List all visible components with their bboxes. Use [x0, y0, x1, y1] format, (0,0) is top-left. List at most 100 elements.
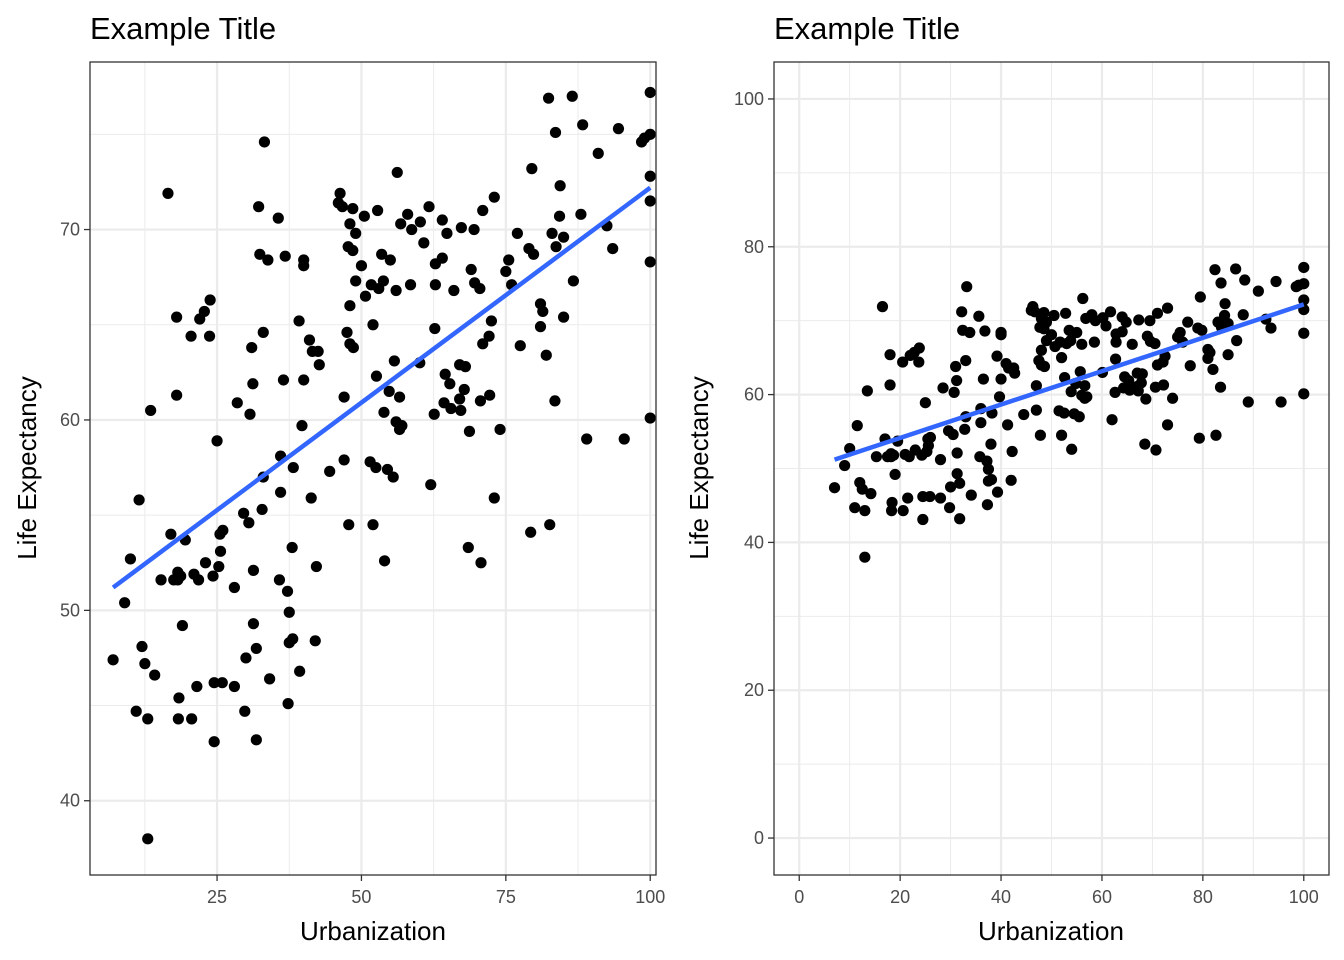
left-data-point: [423, 201, 435, 213]
right-data-point: [1184, 360, 1196, 372]
right-x-tick-label: 20: [890, 887, 910, 907]
left-data-point: [211, 435, 223, 447]
left-data-point: [279, 250, 291, 262]
right-data-point: [1298, 294, 1310, 306]
right-data-point: [979, 325, 991, 337]
right-data-point: [1204, 346, 1216, 359]
left-data-point: [549, 395, 561, 407]
left-data-point: [527, 248, 540, 260]
left-data-point: [455, 222, 467, 234]
left-data-point: [254, 248, 266, 260]
right-data-point: [944, 481, 957, 493]
left-y-tick-label: 50: [60, 600, 80, 620]
left-data-point: [350, 275, 362, 287]
left-data-point: [448, 284, 460, 297]
left-data-point: [217, 524, 229, 536]
right-data-point: [995, 326, 1007, 339]
left-data-point: [119, 597, 131, 609]
right-data-point: [1210, 429, 1222, 441]
left-data-point: [390, 284, 402, 297]
left-chart-title: Example Title: [90, 11, 276, 46]
right-data-point: [1298, 327, 1310, 339]
right-chart-title: Example Title: [774, 11, 960, 46]
left-data-point: [439, 368, 451, 380]
right-data-point: [1065, 386, 1077, 398]
right-data-point: [1166, 392, 1179, 404]
left-data-point: [378, 406, 390, 418]
right-data-point: [1298, 278, 1310, 290]
right-x-tick-label: 0: [794, 887, 804, 907]
left-data-point: [544, 519, 556, 531]
right-data-point: [1106, 414, 1118, 426]
right-data-point: [1194, 291, 1206, 303]
right-data-point: [1076, 338, 1088, 350]
left-data-point: [336, 201, 348, 213]
right-data-point: [1222, 349, 1234, 361]
right-data-point: [1252, 285, 1264, 297]
left-data-point: [383, 385, 395, 397]
right-data-point: [1136, 368, 1148, 380]
left-data-point: [312, 345, 324, 358]
right-data-point: [991, 486, 1004, 498]
right-data-point: [1219, 298, 1231, 310]
right-data-point: [1038, 360, 1051, 373]
right-data-point: [1182, 316, 1194, 328]
left-data-point: [208, 677, 220, 689]
right-data-point: [1161, 302, 1174, 314]
left-data-point: [367, 519, 379, 531]
right-data-point: [849, 502, 861, 514]
left-x-axis-title: Urbanization: [300, 916, 446, 946]
right-data-point: [1242, 396, 1254, 408]
left-data-point: [247, 618, 260, 630]
left-data-point: [542, 92, 555, 104]
left-data-point: [149, 669, 161, 681]
left-data-point: [644, 128, 656, 140]
right-data-point: [934, 492, 947, 504]
left-data-point: [191, 680, 203, 693]
left-data-point: [607, 242, 619, 255]
right-data-point: [1151, 307, 1164, 319]
left-data-point: [358, 210, 370, 222]
left-data-point: [139, 658, 151, 670]
left-data-point: [240, 652, 252, 664]
right-data-point: [937, 382, 949, 394]
left-data-point: [474, 282, 486, 295]
right-data-point: [1074, 366, 1086, 378]
right-data-point: [981, 499, 994, 511]
right-data-point: [1207, 363, 1219, 376]
right-data-point: [950, 360, 962, 373]
left-data-point: [238, 507, 250, 519]
right-data-point: [839, 459, 851, 472]
right-data-point: [1055, 352, 1068, 364]
left-data-point: [213, 560, 225, 573]
left-data-point: [305, 492, 317, 504]
left-data-point: [644, 256, 656, 268]
right-data-point: [1040, 316, 1053, 328]
left-data-point: [257, 326, 269, 338]
left-data-point: [391, 166, 403, 179]
left-y-axis-title: Life Expectancy: [12, 376, 42, 560]
right-data-point: [865, 488, 877, 500]
left-data-point: [294, 665, 306, 677]
left-data-point: [644, 86, 656, 99]
right-data-point: [887, 449, 900, 461]
left-data-point: [381, 463, 394, 476]
right-data-point: [961, 281, 973, 293]
left-data-point: [136, 640, 148, 653]
left-data-point: [355, 260, 368, 272]
left-data-point: [485, 315, 497, 327]
right-data-point: [951, 447, 963, 459]
right-data-point: [985, 438, 997, 450]
left-data-point: [554, 180, 566, 192]
left-data-point: [298, 254, 310, 266]
left-data-point: [347, 203, 359, 215]
left-data-point: [376, 248, 388, 260]
left-data-point: [503, 254, 515, 266]
right-data-point: [1230, 263, 1242, 275]
left-fit-line: [111, 185, 652, 590]
right-data-point: [1265, 322, 1277, 334]
left-data-point: [387, 471, 399, 483]
left-data-point: [334, 187, 346, 199]
right-data-point: [1150, 444, 1162, 456]
right-data-point: [1193, 432, 1205, 444]
